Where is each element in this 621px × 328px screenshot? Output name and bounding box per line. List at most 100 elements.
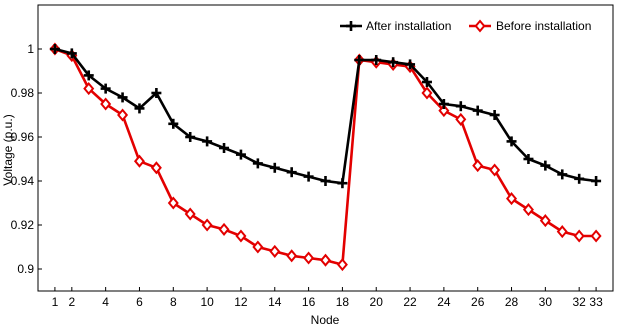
- y-axis-ticks: 0.9 0.92 0.94 0.96 0.98 1: [11, 42, 42, 276]
- legend-swatch-marker: [474, 19, 486, 33]
- x-axis-label: Node: [311, 313, 340, 327]
- data-point: [539, 214, 551, 228]
- data-point: [438, 99, 449, 109]
- data-point: [336, 258, 348, 272]
- data-point: [591, 176, 602, 186]
- data-point: [455, 101, 466, 112]
- x-tick-label: 30: [539, 295, 553, 309]
- data-point: [590, 229, 602, 243]
- x-tick-label: 8: [170, 295, 177, 309]
- data-point: [286, 167, 297, 178]
- y-tick-label: 0.92: [11, 218, 35, 232]
- data-point: [574, 173, 585, 184]
- data-point: [269, 244, 281, 258]
- y-tick-label: 0.9: [17, 262, 34, 276]
- legend: After installation Before installation: [340, 19, 591, 33]
- x-tick-label: 12: [234, 295, 248, 309]
- data-point: [286, 249, 298, 263]
- data-point: [506, 136, 517, 147]
- data-point: [185, 132, 196, 142]
- data-point: [252, 158, 263, 169]
- data-point: [134, 103, 145, 114]
- data-point: [201, 218, 213, 232]
- data-point: [235, 229, 247, 243]
- data-point: [66, 48, 77, 59]
- x-tick-label: 28: [505, 295, 519, 309]
- series-after-installation: [49, 44, 602, 189]
- legend-label: After installation: [366, 19, 451, 33]
- data-point: [269, 162, 280, 173]
- data-point: [354, 55, 365, 65]
- data-point: [83, 82, 95, 96]
- x-tick-label: 4: [102, 295, 109, 309]
- data-point: [167, 196, 179, 210]
- data-point: [556, 225, 568, 239]
- legend-label: Before installation: [496, 19, 591, 33]
- x-tick-label: 1: [52, 295, 59, 309]
- x-tick-label: 10: [200, 295, 214, 309]
- data-point: [150, 161, 162, 175]
- data-point: [168, 118, 179, 129]
- x-tick-label: 2: [68, 295, 75, 309]
- x-axis-ticks: 1 2 4 6 8 10 12 14 16 18 20 22 24 26 28 30 32 33: [52, 287, 603, 309]
- data-point: [83, 70, 94, 81]
- data-point: [472, 159, 484, 173]
- legend-swatch-marker: [346, 21, 356, 31]
- y-tick-label: 0.98: [11, 86, 35, 100]
- data-point: [540, 160, 551, 171]
- x-tick-label: 18: [336, 295, 350, 309]
- x-tick-label: 26: [471, 295, 485, 309]
- data-point: [421, 86, 433, 100]
- data-point: [133, 154, 145, 168]
- data-point: [455, 112, 467, 126]
- x-tick-label: 32: [572, 295, 586, 309]
- data-point: [337, 178, 348, 189]
- data-point: [202, 136, 213, 147]
- data-point: [573, 229, 585, 243]
- data-point: [472, 105, 483, 116]
- x-tick-label: 20: [370, 295, 384, 309]
- data-point: [219, 143, 230, 153]
- series-before-installation: [49, 42, 602, 272]
- x-tick-label: 33: [589, 295, 603, 309]
- plot-area: [37, 4, 614, 292]
- data-point: [320, 176, 331, 186]
- data-point: [184, 207, 196, 221]
- data-point: [235, 149, 246, 160]
- data-point: [117, 92, 128, 103]
- data-point: [388, 57, 399, 68]
- data-point: [489, 163, 501, 177]
- data-point: [557, 169, 568, 180]
- x-tick-label: 6: [136, 295, 143, 309]
- data-point: [405, 59, 416, 70]
- x-tick-label: 14: [268, 295, 282, 309]
- x-tick-label: 22: [403, 295, 417, 309]
- data-point: [100, 83, 111, 94]
- data-point: [252, 240, 264, 254]
- data-point: [319, 253, 332, 267]
- data-point: [49, 44, 60, 54]
- data-point: [371, 55, 382, 65]
- data-point: [438, 104, 450, 118]
- data-point: [489, 110, 500, 120]
- y-axis-label: Voltage (p.u.): [1, 114, 15, 185]
- legend-entry: After installation: [340, 19, 451, 33]
- data-point: [523, 154, 534, 164]
- y-tick-label: 0.96: [11, 130, 35, 144]
- data-point: [303, 251, 315, 265]
- data-point: [506, 192, 518, 206]
- data-point: [218, 222, 230, 236]
- x-tick-label: 24: [437, 295, 451, 309]
- series-layer: [49, 42, 602, 272]
- data-point: [151, 88, 162, 98]
- legend-entry: Before installation: [469, 19, 591, 33]
- data-point: [117, 108, 129, 122]
- y-tick-label: 1: [27, 42, 34, 56]
- data-point: [421, 77, 432, 87]
- data-point: [100, 97, 112, 111]
- data-point: [522, 203, 534, 217]
- data-point: [303, 171, 314, 182]
- y-tick-label: 0.94: [11, 174, 35, 188]
- x-tick-label: 16: [302, 295, 316, 309]
